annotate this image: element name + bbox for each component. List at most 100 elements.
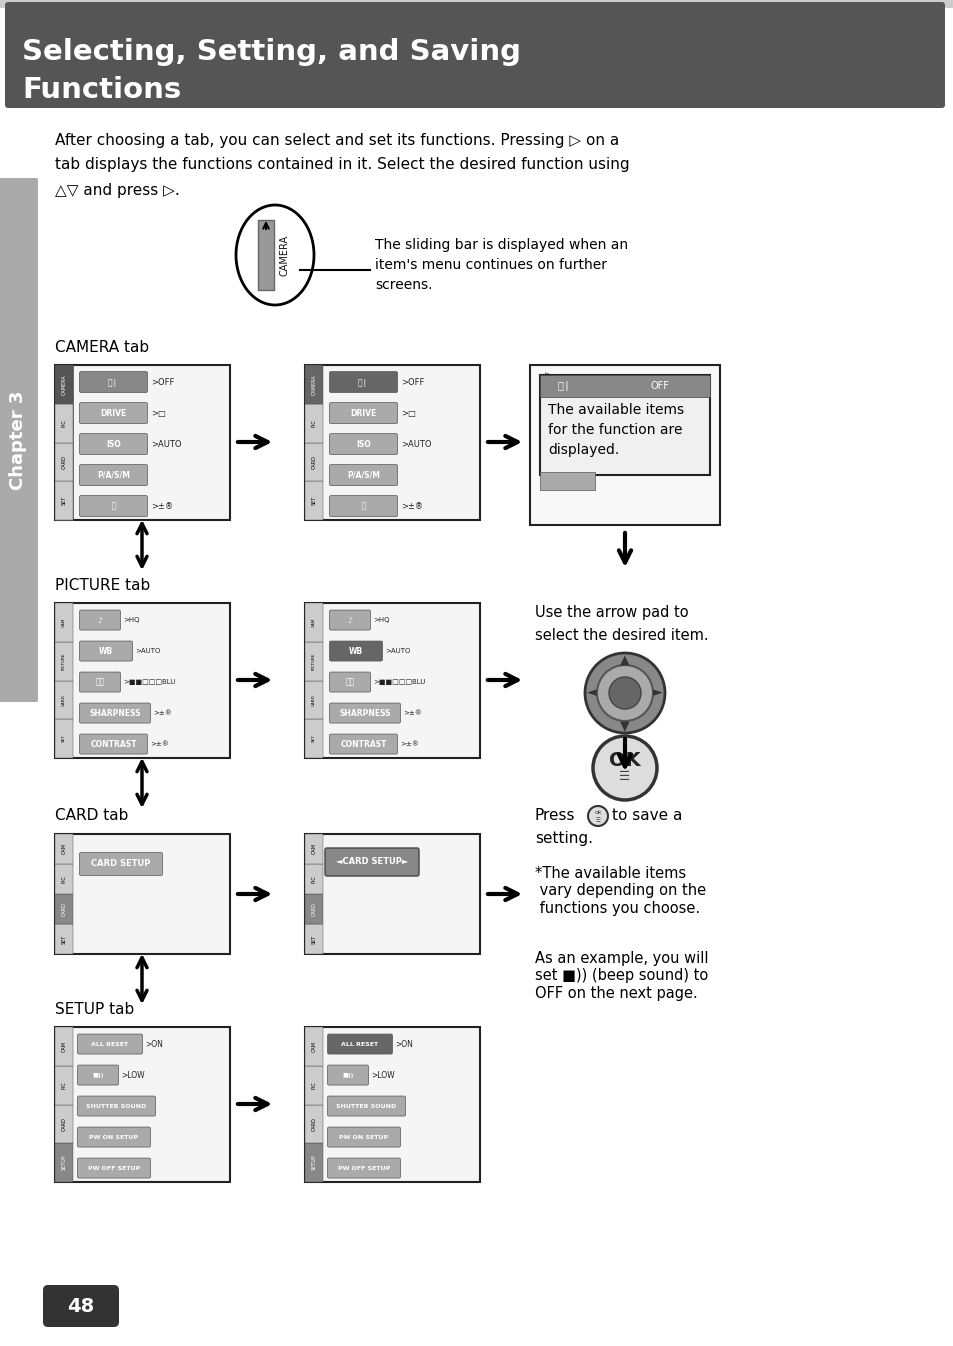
Circle shape	[608, 677, 640, 709]
Text: SHUTTER SOUND: SHUTTER SOUND	[87, 1104, 147, 1109]
FancyBboxPatch shape	[55, 482, 73, 520]
Text: >OFF: >OFF	[151, 377, 174, 386]
FancyBboxPatch shape	[329, 641, 382, 661]
Text: ■)): ■))	[92, 1073, 104, 1078]
Text: P/A/S/M: P/A/S/M	[97, 471, 130, 479]
FancyBboxPatch shape	[305, 443, 323, 482]
Text: 图: 图	[112, 502, 115, 510]
Text: CAM: CAM	[312, 1040, 316, 1051]
Text: PIC: PIC	[61, 875, 67, 883]
FancyBboxPatch shape	[305, 642, 323, 681]
Text: ALL RESET: ALL RESET	[91, 1042, 129, 1047]
Text: SHARPNESS: SHARPNESS	[90, 708, 141, 717]
Text: CARD: CARD	[61, 902, 67, 915]
Text: Use the arrow pad to: Use the arrow pad to	[535, 606, 688, 621]
Text: CARD: CARD	[312, 1117, 316, 1131]
Text: ok: ok	[594, 810, 601, 816]
Text: >■■□□□BLU: >■■□□□BLU	[373, 678, 425, 685]
Text: >□: >□	[151, 409, 166, 417]
Text: PW ON SETUP: PW ON SETUP	[90, 1135, 138, 1140]
FancyBboxPatch shape	[305, 1105, 323, 1143]
FancyBboxPatch shape	[305, 719, 323, 758]
Text: CAMERA: CAMERA	[61, 374, 67, 394]
FancyBboxPatch shape	[77, 1065, 118, 1085]
Text: SET: SET	[312, 495, 316, 505]
Text: >AUTO: >AUTO	[135, 647, 160, 654]
Text: >±®: >±®	[399, 742, 418, 747]
FancyBboxPatch shape	[305, 482, 323, 520]
FancyBboxPatch shape	[305, 365, 479, 520]
FancyBboxPatch shape	[79, 672, 120, 692]
FancyBboxPatch shape	[79, 610, 120, 630]
Text: ☰: ☰	[595, 817, 599, 822]
Text: SETUP tab: SETUP tab	[55, 1001, 134, 1016]
FancyBboxPatch shape	[327, 1034, 392, 1054]
Text: CARD: CARD	[312, 695, 315, 705]
FancyBboxPatch shape	[305, 365, 323, 404]
Text: ◄CARD SETUP►: ◄CARD SETUP►	[335, 857, 408, 867]
FancyBboxPatch shape	[79, 402, 148, 424]
Text: CARD: CARD	[61, 1117, 67, 1131]
Text: CAM: CAM	[312, 844, 316, 855]
FancyBboxPatch shape	[327, 1127, 400, 1147]
Text: SHARPNESS: SHARPNESS	[339, 708, 391, 717]
Text: ⏱❘: ⏱❘	[558, 381, 572, 390]
Text: ▲: ▲	[619, 654, 629, 666]
FancyBboxPatch shape	[77, 1158, 151, 1178]
Text: ⏱❘: ⏱❘	[108, 377, 119, 386]
FancyBboxPatch shape	[305, 603, 323, 642]
FancyBboxPatch shape	[55, 404, 73, 443]
FancyBboxPatch shape	[329, 495, 397, 517]
Text: As an example, you will
set ■)) (beep sound) to
OFF on the next page.: As an example, you will set ■)) (beep so…	[535, 952, 708, 1001]
FancyBboxPatch shape	[327, 1096, 405, 1116]
FancyBboxPatch shape	[305, 894, 323, 923]
FancyBboxPatch shape	[329, 371, 397, 393]
Text: SET: SET	[312, 934, 316, 944]
FancyBboxPatch shape	[55, 1143, 73, 1182]
Text: PIC: PIC	[312, 419, 316, 427]
Text: CARD: CARD	[312, 455, 316, 468]
Text: *The available items
 vary depending on the
 functions you choose.: *The available items vary depending on t…	[535, 865, 705, 915]
FancyBboxPatch shape	[55, 642, 73, 681]
FancyBboxPatch shape	[305, 1066, 323, 1105]
Text: SETUP: SETUP	[312, 1155, 316, 1171]
Text: CARD: CARD	[61, 455, 67, 468]
FancyBboxPatch shape	[55, 681, 73, 719]
Text: PW OFF SETUP: PW OFF SETUP	[337, 1166, 390, 1171]
Text: DRIVE: DRIVE	[350, 409, 376, 417]
Circle shape	[597, 665, 652, 721]
Text: ⏱❘: ⏱❘	[357, 377, 369, 386]
FancyBboxPatch shape	[55, 603, 73, 642]
Text: setting.: setting.	[535, 830, 593, 845]
Text: >AUTO: >AUTO	[400, 440, 431, 448]
Text: ALL RESET: ALL RESET	[341, 1042, 378, 1047]
Text: 图: 图	[361, 502, 365, 510]
Text: >■■□□□BLU: >■■□□□BLU	[123, 678, 175, 685]
Text: CARD SETUP: CARD SETUP	[91, 860, 151, 868]
FancyBboxPatch shape	[327, 1065, 368, 1085]
Text: >ON: >ON	[145, 1039, 163, 1049]
Text: >OFF: >OFF	[400, 377, 424, 386]
FancyBboxPatch shape	[329, 433, 397, 455]
FancyBboxPatch shape	[55, 603, 230, 758]
Text: CARD: CARD	[62, 695, 66, 705]
Text: CAMERA: CAMERA	[280, 234, 290, 276]
FancyBboxPatch shape	[329, 464, 397, 486]
Text: PIC: PIC	[61, 419, 67, 427]
FancyBboxPatch shape	[79, 371, 148, 393]
Text: CONTRAST: CONTRAST	[91, 739, 136, 748]
Text: SET: SET	[545, 370, 550, 380]
FancyBboxPatch shape	[305, 1143, 323, 1182]
FancyBboxPatch shape	[55, 1027, 230, 1182]
FancyBboxPatch shape	[77, 1127, 151, 1147]
FancyBboxPatch shape	[305, 923, 323, 954]
Text: OK: OK	[609, 751, 640, 770]
Text: >±®: >±®	[151, 502, 172, 510]
FancyBboxPatch shape	[55, 894, 73, 923]
FancyBboxPatch shape	[55, 835, 230, 954]
Text: Chapter 3: Chapter 3	[9, 390, 27, 490]
Text: CAM: CAM	[62, 618, 66, 627]
FancyBboxPatch shape	[257, 219, 274, 289]
Text: ☰: ☰	[618, 770, 630, 783]
Ellipse shape	[235, 205, 314, 306]
